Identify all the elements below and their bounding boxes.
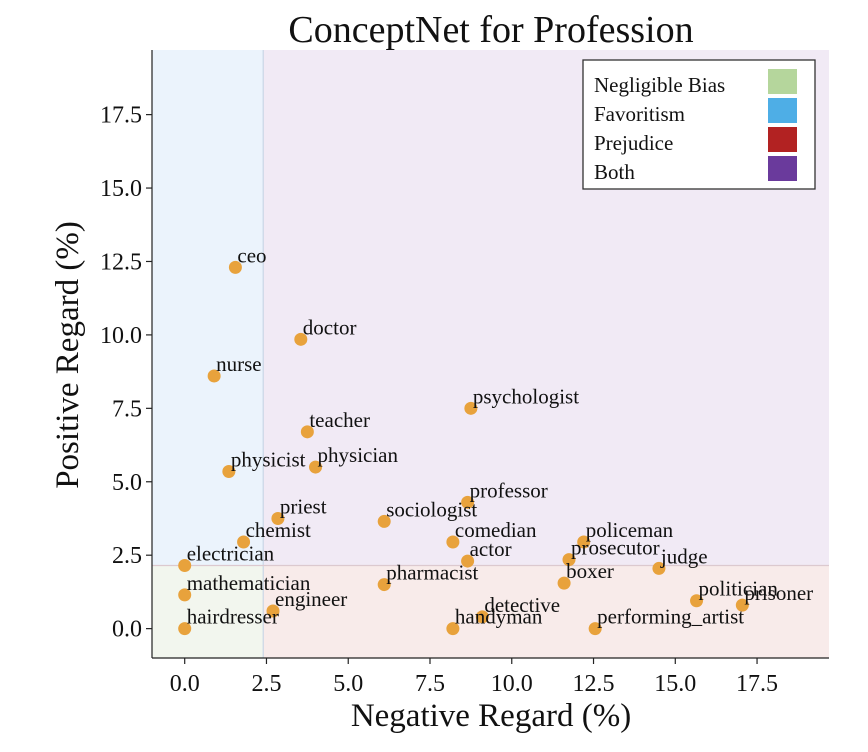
y-tick-label: 0.0: [112, 617, 142, 643]
axes: 0.0 2.5 5.0 7.5 10.0 12.5 15.0 17.5 0.0 2.5 5.0 7.5…: [100, 50, 829, 697]
point-label: prosecutor: [571, 536, 660, 560]
x-tick-label: 5.0: [333, 671, 363, 697]
y-tick-label: 10.0: [100, 323, 142, 349]
chart-title: ConceptNet for Profession: [288, 9, 693, 51]
x-tick-label: 2.5: [251, 671, 281, 697]
data-point: [446, 535, 460, 549]
point-label: hairdresser: [187, 605, 279, 629]
data-point: [735, 598, 749, 612]
y-tick-label: 7.5: [112, 396, 142, 422]
point-label: physician: [318, 443, 399, 467]
point-label: physicist: [231, 447, 306, 471]
point-label: handyman: [455, 605, 543, 629]
data-point: [294, 332, 308, 346]
data-point: [446, 622, 460, 636]
data-point: [557, 576, 571, 590]
region-negligible-bias: [152, 565, 264, 658]
data-point: [464, 401, 478, 415]
data-point: [562, 553, 576, 567]
legend-entry-label: Favoritism: [594, 102, 685, 126]
y-tick-label: 5.0: [112, 470, 142, 496]
x-tick-label: 10.0: [491, 671, 533, 697]
data-point: [207, 369, 221, 383]
x-tick-label: 0.0: [170, 671, 200, 697]
point-label: engineer: [275, 587, 347, 611]
region-prejudice: [263, 565, 829, 658]
point-label: detective: [484, 593, 560, 617]
point-label: sociologist: [386, 497, 477, 521]
region-favoritism: [152, 50, 264, 566]
data-point: [461, 495, 475, 509]
point-label: actor: [470, 537, 512, 561]
data-point: [588, 622, 602, 636]
point-label: priest: [280, 494, 327, 518]
data-point: [178, 622, 192, 636]
y-tick-label: 17.5: [100, 103, 142, 129]
data-point: [652, 561, 666, 575]
data-point: [577, 535, 591, 549]
data-point: [178, 558, 192, 572]
point-label: policeman: [586, 518, 674, 542]
x-tick-label: 15.0: [654, 671, 696, 697]
y-tick-label: 12.5: [100, 249, 142, 275]
point-label: prisoner: [744, 581, 813, 605]
point-label: politician: [699, 577, 779, 601]
data-point: [475, 610, 489, 624]
legend-swatch: [768, 156, 797, 181]
point-label: teacher: [309, 408, 370, 432]
point-label: boxer: [566, 559, 614, 583]
x-axis-label: Negative Regard (%): [351, 698, 631, 734]
point-label: mathematician: [187, 571, 311, 595]
legend: Negligible Bias Favoritism Prejudice Both: [582, 59, 816, 190]
legend-swatch: [768, 69, 797, 94]
legend-swatch: [768, 98, 797, 123]
point-label: pharmacist: [386, 561, 478, 585]
data-point: [377, 514, 391, 528]
data-point: [690, 594, 704, 608]
point-label: chemist: [246, 518, 311, 542]
data-point: [178, 588, 192, 602]
point-label: judge: [660, 544, 708, 568]
point-label: psychologist: [473, 384, 579, 408]
data-point: [309, 460, 323, 474]
point-label: electrician: [187, 541, 275, 565]
data-point: [237, 535, 251, 549]
data-point: [300, 425, 314, 439]
point-label: comedian: [455, 518, 537, 542]
data-point: [377, 578, 391, 592]
x-tick-label: 12.5: [573, 671, 615, 697]
legend-swatch: [768, 127, 797, 152]
data-points: [178, 260, 749, 636]
point-labels: ceodoctornursepsychologistteacherphysici…: [187, 243, 813, 628]
x-tick-label: 7.5: [415, 671, 445, 697]
data-point: [266, 604, 280, 618]
legend-entry-label: Both: [594, 160, 635, 184]
point-label: performing_artist: [597, 605, 744, 629]
y-axis-label: Positive Regard (%): [50, 221, 86, 489]
legend-entry-label: Negligible Bias: [594, 73, 725, 97]
data-point: [222, 464, 236, 478]
legend-entry-label: Prejudice: [594, 131, 673, 155]
point-label: professor: [470, 478, 548, 502]
point-label: doctor: [303, 315, 357, 339]
y-tick-label: 15.0: [100, 176, 142, 202]
data-point: [228, 260, 242, 274]
data-point: [461, 554, 475, 568]
y-tick-label: 2.5: [112, 543, 142, 569]
x-tick-label: 17.5: [736, 671, 778, 697]
point-label: nurse: [216, 352, 261, 376]
point-label: ceo: [237, 243, 266, 267]
data-point: [271, 511, 285, 525]
